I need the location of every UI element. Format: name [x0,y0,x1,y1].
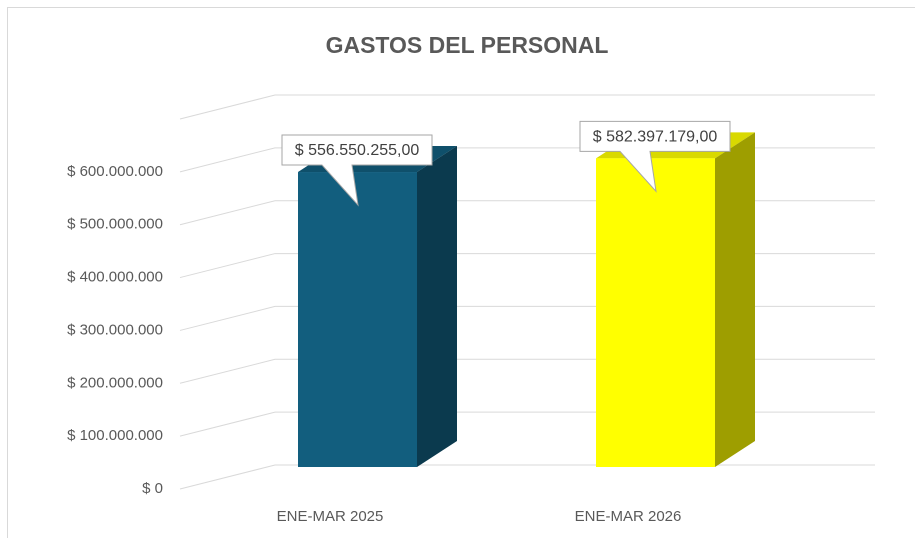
y-tick-label: $ 400.000.000 [67,269,163,286]
bar [298,172,417,467]
data-label: $ 582.397.179,00 [593,129,718,146]
bar [596,158,715,467]
bar-side [715,132,755,467]
grid-line [179,94,875,120]
x-tick-label: ENE-MAR 2025 [277,508,384,525]
y-tick-label: $ 100.000.000 [67,427,163,444]
y-tick-label: $ 0 [142,480,163,497]
data-label-box [281,134,433,207]
data-label-box [579,120,731,193]
y-tick-label: $ 500.000.000 [67,216,163,233]
y-tick-label: $ 600.000.000 [67,163,163,180]
data-label: $ 556.550.255,00 [295,142,420,159]
chart-frame [7,7,915,538]
y-tick-label: $ 200.000.000 [67,374,163,391]
chart-title: GASTOS DEL PERSONAL [326,32,609,58]
y-tick-label: $ 300.000.000 [67,321,163,338]
bar-side [417,146,457,467]
x-tick-label: ENE-MAR 2026 [575,508,682,525]
